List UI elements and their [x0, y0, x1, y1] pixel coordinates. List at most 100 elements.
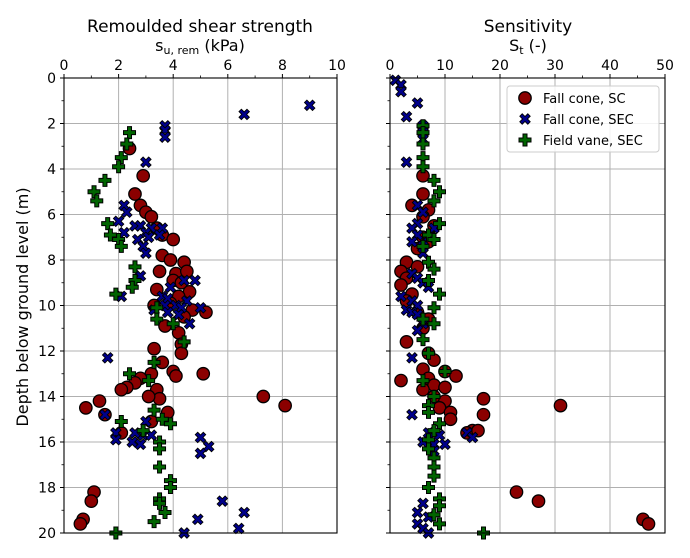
- data-point: [73, 517, 88, 531]
- data-point: [114, 382, 129, 397]
- data-point: [147, 341, 161, 356]
- data-point: [140, 156, 152, 169]
- data-point: [449, 369, 463, 383]
- data-point: [427, 469, 441, 483]
- data-point: [443, 412, 458, 427]
- data-point: [422, 405, 435, 419]
- data-point: [422, 442, 435, 456]
- data-point: [114, 415, 128, 429]
- x-tick-label: 10: [328, 58, 346, 74]
- data-point: [163, 417, 177, 431]
- data-point: [142, 374, 156, 388]
- data-point: [509, 485, 524, 499]
- data-point: [147, 515, 161, 529]
- data-point: [417, 497, 429, 510]
- data-point: [101, 217, 115, 231]
- data-point: [416, 333, 430, 347]
- y-tick-label: 8: [47, 253, 56, 269]
- x-tick-label: 0: [60, 58, 69, 74]
- legend-label: Fall cone, SC: [543, 92, 626, 107]
- data-point: [427, 233, 441, 247]
- legend-marker: [518, 91, 532, 105]
- data-point: [194, 431, 207, 444]
- data-point: [141, 389, 156, 404]
- data-point: [125, 280, 139, 294]
- left-axis-label-unit: (kPa): [199, 36, 245, 55]
- data-point: [140, 247, 152, 260]
- data-point: [189, 274, 201, 287]
- data-point: [114, 151, 128, 165]
- right-axis-label-unit: (-): [524, 36, 547, 55]
- y-tick-label: 10: [38, 299, 56, 315]
- plot-frame: [389, 77, 666, 534]
- y-tick-label: 12: [38, 344, 56, 360]
- right-axis-label-main: S: [509, 36, 519, 55]
- data-point: [123, 126, 137, 140]
- data-point: [416, 374, 430, 388]
- data-point: [152, 264, 167, 279]
- data-point: [406, 351, 418, 364]
- data-point: [416, 160, 430, 174]
- y-tick-label: 6: [47, 208, 56, 224]
- data-point: [163, 253, 178, 267]
- data-point: [438, 364, 452, 378]
- data-point: [417, 206, 429, 219]
- data-point: [144, 209, 159, 224]
- data-point: [161, 306, 174, 319]
- data-point: [194, 301, 207, 314]
- x-tick-label: 50: [656, 58, 674, 74]
- x-tick-label: 20: [491, 58, 509, 74]
- data-point: [147, 355, 161, 369]
- data-point: [153, 496, 167, 510]
- data-point: [114, 239, 128, 253]
- legend-marker: [518, 133, 532, 147]
- x-tick-label: 4: [169, 58, 178, 74]
- data-point: [142, 231, 155, 244]
- y-tick-label: 4: [47, 162, 56, 178]
- data-point: [433, 499, 446, 513]
- data-point: [416, 312, 430, 326]
- y-tick-label: 18: [38, 481, 56, 497]
- series-plus: [416, 119, 490, 540]
- left-panel: Remoulded shear strength su, rem (kPa) D…: [13, 17, 346, 542]
- legend: Fall cone, SC Fall cone, SEC Field vane, S…: [506, 85, 660, 153]
- data-point: [158, 506, 172, 520]
- y-axis-label: Depth below ground level (m): [13, 187, 32, 426]
- x-tick-label: 10: [436, 58, 454, 74]
- data-point: [399, 335, 414, 349]
- data-point: [400, 156, 413, 169]
- data-point: [169, 369, 183, 383]
- data-point: [153, 460, 167, 474]
- data-point: [153, 442, 167, 456]
- x-tick-label: 6: [223, 58, 232, 74]
- data-point: [394, 373, 408, 388]
- data-point: [153, 229, 166, 241]
- data-point: [232, 522, 245, 535]
- data-point: [238, 506, 251, 519]
- data-point: [194, 447, 207, 460]
- data-point: [128, 187, 142, 201]
- left-axis-label-sub: u, rem: [164, 44, 200, 57]
- data-point: [166, 317, 180, 331]
- data-point: [183, 317, 196, 330]
- data-point: [128, 260, 142, 274]
- legend-marker: [519, 113, 531, 125]
- data-point: [164, 281, 177, 294]
- right-axis-label-sub: t: [519, 44, 524, 57]
- data-point: [136, 424, 150, 438]
- data-point: [433, 417, 446, 431]
- data-point: [112, 160, 126, 174]
- x-tick-label: 8: [278, 58, 287, 74]
- data-point: [256, 389, 271, 404]
- data-point: [394, 278, 408, 292]
- data-point: [92, 394, 107, 408]
- data-point: [191, 513, 204, 526]
- data-point: [395, 85, 407, 98]
- data-point: [163, 481, 177, 494]
- data-point: [278, 398, 292, 413]
- data-point: [416, 239, 430, 253]
- data-point: [134, 438, 147, 451]
- data-point: [476, 407, 491, 422]
- y-tick-label: 14: [38, 390, 56, 406]
- x-tick-label: 40: [601, 58, 619, 74]
